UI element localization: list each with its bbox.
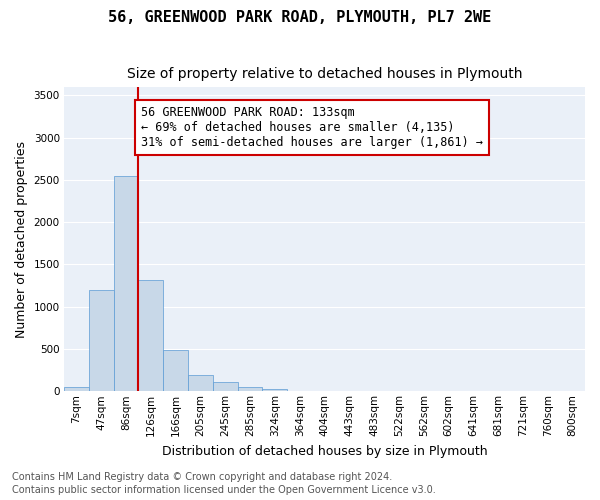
X-axis label: Distribution of detached houses by size in Plymouth: Distribution of detached houses by size …: [161, 444, 487, 458]
Bar: [262, 389, 287, 392]
Text: 56 GREENWOOD PARK ROAD: 133sqm
← 69% of detached houses are smaller (4,135)
31% : 56 GREENWOOD PARK ROAD: 133sqm ← 69% of …: [141, 106, 483, 150]
Text: Contains HM Land Registry data © Crown copyright and database right 2024.
Contai: Contains HM Land Registry data © Crown c…: [12, 472, 436, 495]
Bar: [188, 375, 213, 392]
Text: 56, GREENWOOD PARK ROAD, PLYMOUTH, PL7 2WE: 56, GREENWOOD PARK ROAD, PLYMOUTH, PL7 2…: [109, 10, 491, 25]
Bar: [238, 388, 262, 392]
Bar: [64, 387, 89, 392]
Bar: [89, 290, 113, 392]
Title: Size of property relative to detached houses in Plymouth: Size of property relative to detached ho…: [127, 68, 522, 82]
Bar: [163, 350, 188, 392]
Bar: [287, 390, 312, 392]
Bar: [139, 280, 163, 392]
Bar: [113, 176, 139, 392]
Y-axis label: Number of detached properties: Number of detached properties: [15, 140, 28, 338]
Bar: [213, 382, 238, 392]
